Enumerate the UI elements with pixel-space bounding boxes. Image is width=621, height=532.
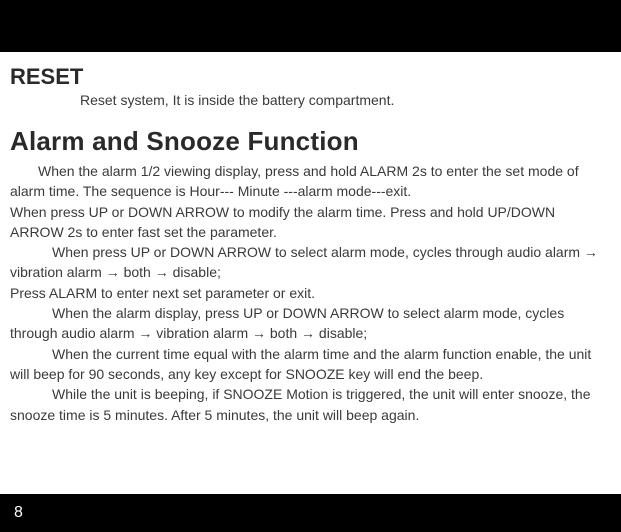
alarm-paragraph-4: Press ALARM to enter next set parameter … (10, 283, 601, 303)
alarm-paragraph-3: When press UP or DOWN ARROW to select al… (10, 242, 601, 283)
top-bar (0, 0, 621, 52)
reset-heading: RESET (10, 64, 601, 90)
bottom-bar: 8 (0, 494, 621, 532)
alarm-paragraph-2: When press UP or DOWN ARROW to modify th… (10, 202, 601, 243)
alarm-paragraph-1: When the alarm 1/2 viewing display, pres… (10, 161, 601, 202)
reset-body-text: Reset system, It is inside the battery c… (80, 92, 601, 108)
page-content: RESET Reset system, It is inside the bat… (0, 52, 621, 425)
page-number: 8 (14, 504, 23, 522)
alarm-heading: Alarm and Snooze Function (10, 126, 601, 157)
alarm-paragraph-6: When the current time equal with the ala… (10, 344, 601, 385)
alarm-paragraph-5: When the alarm display, press UP or DOWN… (10, 303, 601, 344)
alarm-paragraph-7: While the unit is beeping, if SNOOZE Mot… (10, 384, 601, 425)
